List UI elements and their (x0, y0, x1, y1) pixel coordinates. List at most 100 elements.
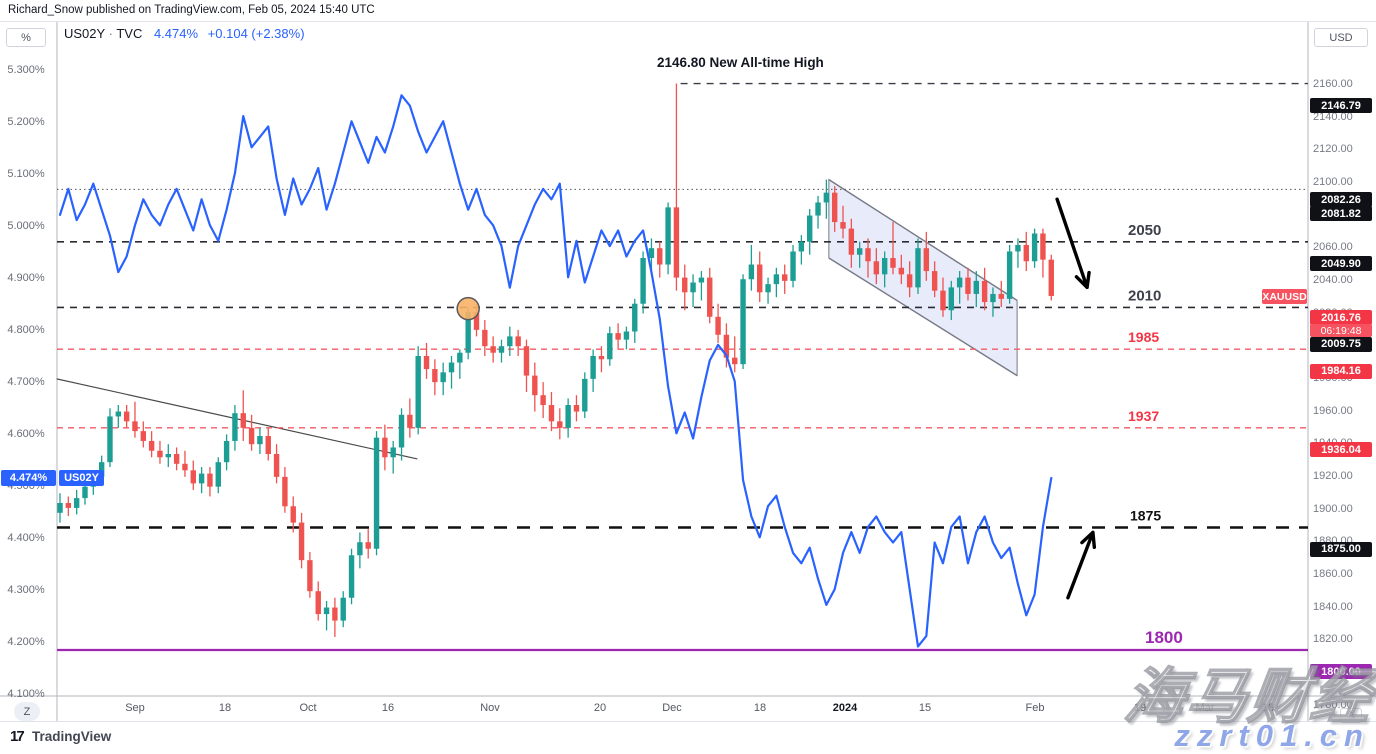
price-badge-2016-76: 2016.76 (1310, 310, 1372, 326)
candle (457, 352, 463, 363)
candle (65, 502, 72, 508)
time-axis-label-Dec: Dec (662, 702, 682, 714)
candle (373, 437, 380, 549)
candle (823, 192, 830, 203)
candle (198, 473, 205, 484)
candle (248, 427, 255, 445)
price-badge-2009-75: 2009.75 (1310, 336, 1372, 352)
left-axis-current-price-badge: 4.474% (1, 470, 56, 486)
candle (757, 264, 763, 293)
candle (273, 453, 280, 477)
candle (532, 375, 538, 396)
right-axis-tick: 1860.00 (1313, 567, 1353, 580)
left-axis-tick: 5.000% (7, 220, 45, 233)
time-axis-label-15: 15 (918, 702, 932, 714)
legend-symbol[interactable]: US02Y (64, 26, 105, 41)
candle (798, 241, 805, 252)
candle (1006, 251, 1013, 299)
candle (981, 280, 988, 303)
down-arrow-annotation (1055, 197, 1091, 290)
left-axis-tick: 4.200% (7, 636, 45, 649)
left-axis-tick: 4.900% (7, 272, 45, 285)
candle (557, 421, 563, 428)
candle (807, 215, 813, 242)
candle (407, 414, 413, 428)
tradingview-logo-icon[interactable]: 17 (10, 728, 25, 745)
candle (790, 251, 796, 281)
right-axis-tick: 2100.00 (1313, 175, 1353, 188)
time-axis-label-2024: 2024 (832, 702, 858, 714)
percent-scale-button[interactable]: % (6, 28, 46, 47)
candle (648, 248, 655, 258)
candle (940, 290, 946, 311)
currency-scale-button[interactable]: USD (1314, 28, 1368, 47)
candle (415, 355, 421, 428)
up-arrow-annotation (1066, 530, 1097, 600)
candle (490, 346, 496, 353)
candle (773, 274, 780, 285)
chart-legend[interactable]: US02Y · TVC 4.474% +0.104 (+2.38%) (64, 26, 305, 41)
candle (448, 362, 455, 373)
candle (640, 257, 646, 304)
candle (698, 277, 705, 283)
candle (382, 437, 388, 458)
right-axis-tick: 1820.00 (1313, 633, 1353, 646)
candle (848, 228, 855, 255)
candle (232, 413, 238, 441)
candle (148, 440, 155, 451)
candle (856, 248, 863, 255)
descending-channel (828, 178, 1018, 377)
candle (290, 506, 296, 523)
publish-bar: Richard_Snow published on TradingView.co… (0, 0, 1376, 22)
candle (898, 267, 905, 275)
candle (990, 293, 996, 303)
price-badge-2082-26: 2082.26 (1310, 192, 1372, 208)
highlight-circle-marker (456, 296, 480, 321)
candle (690, 282, 696, 293)
time-axis-label-Nov: Nov (480, 702, 500, 714)
price-badge-1800-00: 1800.00 (1310, 664, 1372, 680)
right-axis-tick: 1900.00 (1313, 502, 1353, 515)
auto-scale-button[interactable]: A (1340, 708, 1362, 723)
candle (173, 453, 180, 464)
candle (1015, 244, 1021, 252)
candle (540, 395, 546, 405)
channel-lower-line (828, 257, 1018, 377)
candle (782, 274, 788, 281)
candle (665, 207, 671, 265)
candle (57, 502, 63, 513)
candle (890, 257, 896, 268)
time-axis-label-20: 20 (593, 702, 607, 714)
candle (507, 336, 513, 347)
candle (831, 192, 838, 223)
footer: 17 TradingView (0, 722, 1376, 754)
level-label-2050: 2050 (1128, 222, 1161, 239)
candle (732, 357, 738, 365)
tradingview-brand[interactable]: TradingView (32, 729, 112, 744)
candle (1031, 233, 1038, 262)
left-axis-tick: 4.700% (7, 376, 45, 389)
all-time-high-annotation: 2146.80 New All-time High (657, 55, 824, 70)
watermark-url: zzrt01.cn (1174, 718, 1370, 753)
price-badge-1875-00: 1875.00 (1310, 541, 1372, 557)
us02y-line (58, 94, 1053, 648)
time-axis-label-Oct: Oct (299, 702, 317, 714)
left-axis-tick: 5.200% (7, 116, 45, 129)
timezone-button[interactable]: Z (14, 702, 40, 721)
candle (840, 222, 846, 229)
candle (165, 453, 171, 458)
price-badge-2049-90: 2049.90 (1310, 256, 1372, 272)
candle (323, 607, 330, 615)
left-axis-tick: 4.800% (7, 324, 45, 337)
candle (673, 207, 680, 278)
candle (123, 411, 130, 422)
candle (215, 462, 221, 487)
candle (815, 202, 821, 216)
left-axis-tick: 4.600% (7, 428, 45, 441)
candle (740, 279, 746, 365)
price-chart[interactable]: 2050 2010 1985 1937 1875 1800 (0, 22, 1376, 722)
level-label-1985: 1985 (1128, 329, 1159, 345)
candle (973, 280, 979, 294)
candle (482, 329, 488, 347)
right-axis-tick: 2040.00 (1313, 273, 1353, 286)
